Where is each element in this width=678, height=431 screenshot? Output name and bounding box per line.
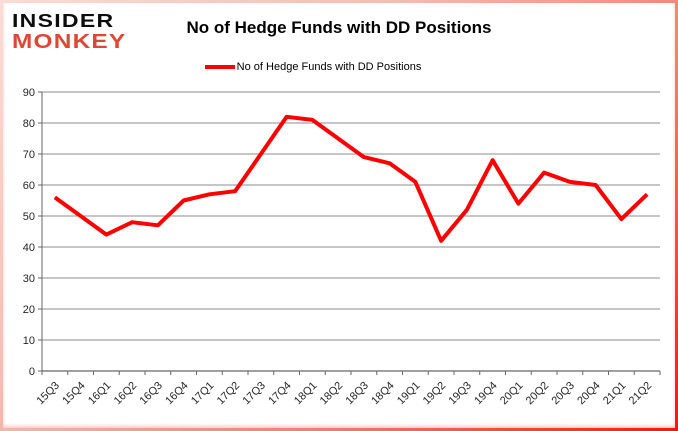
x-axis-label: 17Q4	[266, 380, 294, 408]
x-axis-label: 19Q4	[472, 380, 500, 408]
chart-page: INSIDER MONKEY No of Hedge Funds with DD…	[3, 3, 675, 428]
y-axis-label: 70	[23, 149, 35, 161]
y-axis-label: 0	[29, 366, 35, 378]
chart-title: No of Hedge Funds with DD Positions	[186, 18, 492, 37]
x-axis-label: 18Q2	[318, 380, 346, 408]
x-axis-label: 16Q2	[112, 380, 140, 408]
x-axis-label: 18Q4	[369, 380, 397, 408]
x-axis-label: 15Q4	[60, 380, 88, 408]
hedge-funds-data-line	[53, 114, 649, 243]
x-axis-label: 18Q3	[343, 380, 371, 408]
y-axis-label: 20	[23, 304, 35, 316]
legend-line-swatch	[204, 65, 235, 69]
y-axis-label: 90	[23, 87, 35, 99]
x-axis-label: 19Q1	[395, 380, 423, 408]
x-axis-label: 16Q1	[86, 380, 114, 408]
x-axis-label: 20Q1	[498, 380, 526, 408]
x-axis-label: 20Q2	[524, 380, 552, 408]
x-axis-label: 17Q1	[189, 380, 217, 408]
y-axis-label: 10	[23, 335, 35, 347]
y-axis-label: 30	[23, 273, 35, 285]
x-axis-label: 20Q3	[549, 380, 577, 408]
logo-text-insider: INSIDER	[12, 11, 115, 31]
x-axis-label: 21Q2	[627, 380, 655, 408]
x-axis-label: 17Q2	[215, 380, 243, 408]
x-axis-label: 21Q1	[601, 380, 629, 408]
x-axis-label: 20Q4	[575, 380, 603, 408]
x-axis-label: 18Q1	[292, 380, 320, 408]
x-axis-label: 19Q3	[446, 380, 474, 408]
x-axis-label: 19Q2	[421, 380, 449, 408]
insider-monkey-logo[interactable]: INSIDER MONKEY	[12, 12, 125, 52]
x-axis-label: 17Q3	[240, 380, 268, 408]
y-axis-label: 60	[23, 180, 35, 192]
y-axis-label: 50	[23, 211, 35, 223]
x-axis-label: 16Q4	[163, 380, 191, 408]
x-axis-label: 15Q3	[34, 380, 62, 408]
logo-text-monkey: MONKEY	[12, 31, 127, 53]
hedge-funds-line-chart: 010203040506070809015Q315Q416Q116Q216Q31…	[23, 87, 661, 408]
y-axis-label: 40	[23, 242, 35, 254]
legend-label: No of Hedge Funds with DD Positions	[236, 61, 422, 73]
chart-legend: No of Hedge Funds with DD Positions	[3, 61, 649, 73]
x-axis-label: 16Q3	[137, 380, 165, 408]
y-axis-label: 80	[23, 118, 35, 130]
